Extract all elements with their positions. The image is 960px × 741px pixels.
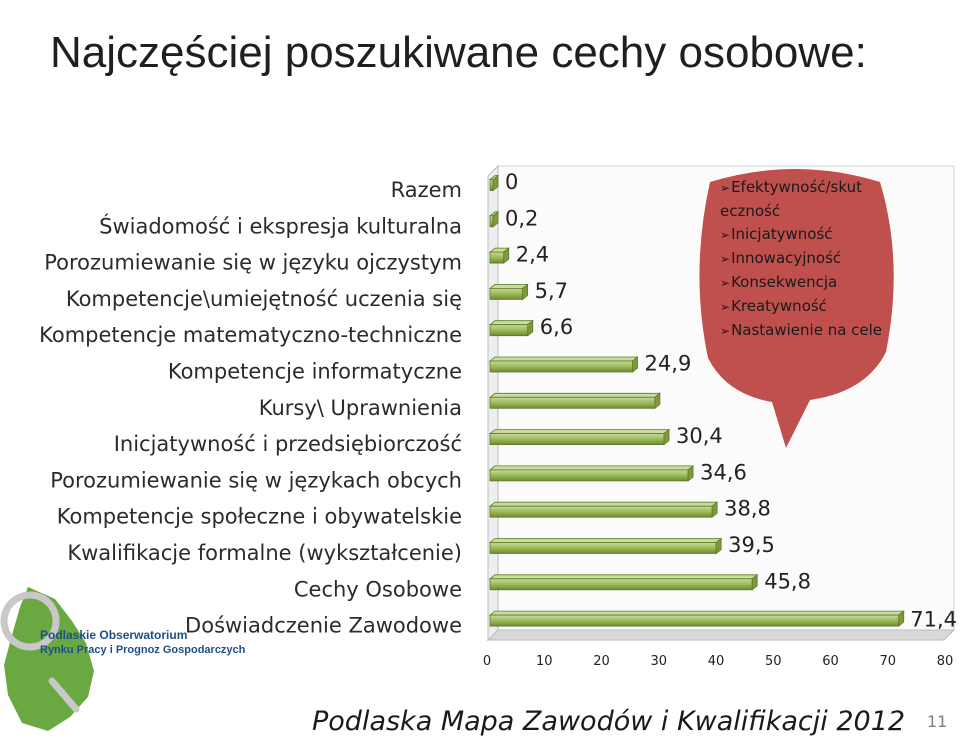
- category-label-2: Porozumiewanie się w języku ojczystym: [44, 251, 462, 275]
- slide-title: Najczęściej poszukiwane cechy osobowe:: [50, 28, 867, 77]
- bar-1: [488, 210, 500, 228]
- x-tick-1: 10: [536, 654, 553, 669]
- bar-2: [488, 247, 510, 264]
- bar-0: [488, 174, 500, 192]
- category-label-4: Kompetencje matematyczno-techniczne: [39, 323, 462, 347]
- callout-item-5: Nastawienie na cele: [720, 319, 888, 343]
- callout-item-1: Inicjatywność: [720, 223, 888, 247]
- bar-9: [488, 501, 719, 519]
- page-number: 11: [927, 712, 948, 731]
- category-label-9: Kompetencje społeczne i obywatelskie: [57, 505, 462, 529]
- value-label-12: 71,4: [910, 608, 957, 632]
- value-label-5: 24,9: [645, 352, 692, 376]
- value-label-0: 0: [505, 170, 518, 194]
- personality-traits-callout: Efektywność/skut ecznośćInicjatywnośćInn…: [690, 162, 900, 452]
- category-label-5: Kompetencje informatyczne: [168, 360, 462, 384]
- x-tick-2: 20: [593, 654, 610, 669]
- category-label-11: Cechy Osobowe: [294, 577, 462, 601]
- bar-10: [488, 537, 723, 555]
- x-tick-7: 70: [879, 654, 896, 669]
- value-label-9: 38,8: [724, 497, 771, 521]
- callout-item-0: Efektywność/skut eczność: [720, 176, 888, 223]
- callout-item-3: Konsekwencja: [720, 271, 888, 295]
- category-label-1: Świadomość i ekspresja kulturalna: [99, 213, 462, 238]
- callout-list: Efektywność/skut ecznośćInicjatywnośćInn…: [720, 176, 888, 343]
- value-label-2: 2,4: [516, 243, 549, 267]
- value-label-8: 34,6: [700, 460, 747, 484]
- value-label-4: 6,6: [540, 315, 573, 339]
- value-label-1: 0,2: [505, 206, 538, 230]
- value-label-3: 5,7: [535, 279, 568, 303]
- category-label-10: Kwalifikacje formalne (wykształcenie): [67, 541, 462, 565]
- bar-8: [488, 465, 695, 482]
- bar-3: [488, 283, 529, 301]
- category-label-0: Razem: [391, 178, 462, 202]
- category-label-6: Kursy\ Uprawnienia: [259, 396, 462, 420]
- bar-11: [488, 573, 759, 591]
- category-label-12: Doświadczenie Zawodowe: [185, 614, 462, 638]
- bar-6: [488, 392, 662, 410]
- value-label-10: 39,5: [728, 533, 775, 557]
- bar-4: [488, 319, 534, 337]
- bar-chart: Razem Świadomość i ekspresja kulturalna Po…: [39, 164, 957, 669]
- x-tick-8: 80: [937, 654, 954, 669]
- x-tick-0: 0: [483, 654, 491, 669]
- obserwatorium-logo: Podlaskie Obserwatorium Rynku Pracy i Pr…: [0, 587, 246, 731]
- chart-floor: [486, 629, 956, 641]
- slide-footer: Podlaska Mapa Zawodów i Kwalifikacji 201…: [312, 706, 906, 737]
- x-tick-3: 30: [650, 654, 667, 669]
- bar-7: [488, 428, 671, 446]
- value-label-7: 30,4: [676, 424, 723, 448]
- logo-magnifier-shape: [0, 591, 80, 713]
- value-label-11: 45,8: [764, 569, 811, 593]
- callout-item-2: Innowacyjność: [720, 247, 888, 271]
- logo-line-1: Podlaskie Obserwatorium: [40, 628, 187, 642]
- category-label-8: Porozumiewanie się w językach obcych: [50, 468, 462, 492]
- callout-item-4: Kreatywność: [720, 295, 888, 319]
- x-tick-6: 60: [822, 654, 839, 669]
- logo-region-map-shape: [4, 587, 94, 731]
- bar-5: [488, 356, 639, 373]
- category-label-3: Kompetencje\umiejętność uczenia się: [66, 287, 462, 311]
- logo-line-2: Rynku Pracy i Prognoz Gospodarczych: [40, 644, 246, 656]
- category-label-7: Inicjatywność i przedsiębiorczość: [114, 432, 462, 456]
- x-tick-4: 40: [708, 654, 725, 669]
- x-tick-5: 50: [765, 654, 782, 669]
- bar-12: [488, 610, 905, 627]
